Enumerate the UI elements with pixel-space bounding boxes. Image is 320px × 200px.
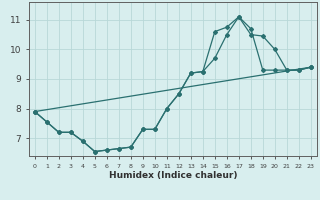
X-axis label: Humidex (Indice chaleur): Humidex (Indice chaleur) bbox=[108, 171, 237, 180]
